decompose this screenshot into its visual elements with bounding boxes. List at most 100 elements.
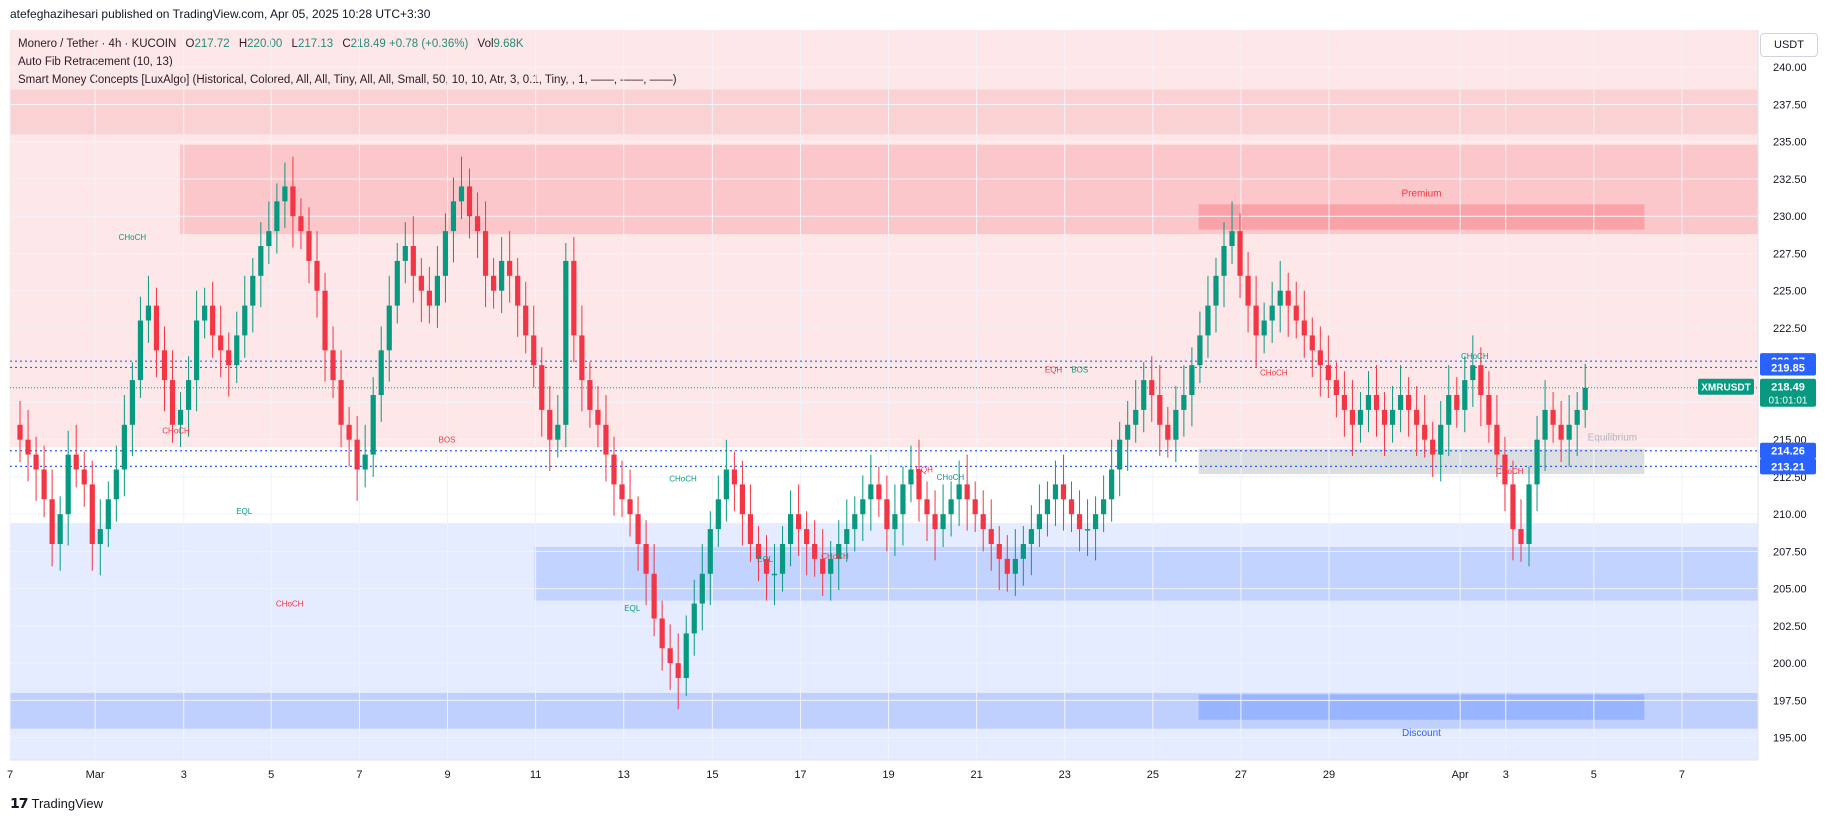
candle-body [956, 484, 962, 500]
structure-label: EQL [624, 604, 641, 613]
tradingview-logo-icon: 𝟭𝟳 [10, 795, 29, 811]
tradingview-brand[interactable]: 𝟭𝟳 TradingView [10, 795, 103, 812]
candle-body [1293, 305, 1299, 321]
structure-label: EQL [236, 507, 253, 516]
candle-body [354, 439, 360, 470]
candle-body [17, 424, 23, 440]
candle-body [611, 454, 617, 485]
candle-body [747, 514, 754, 544]
candle-body [1084, 529, 1091, 531]
candle-body [290, 186, 296, 217]
symbol-name[interactable]: Monero / Tether · 4h · KUCOIN [18, 38, 177, 50]
candle-body [298, 216, 304, 232]
candle-body [1277, 290, 1283, 306]
last-price-tag [1760, 378, 1816, 407]
candle-body [1109, 469, 1115, 500]
candle-body [1446, 395, 1452, 425]
low-label: L [291, 38, 298, 50]
price-tag-label: 213.21 [1771, 461, 1805, 473]
structure-label: CHoCH [276, 600, 304, 609]
candle-body [1582, 387, 1588, 410]
candle-body [1004, 558, 1010, 574]
structure-label: EQH [1045, 366, 1063, 375]
candle-body [972, 499, 978, 515]
candle-body [41, 469, 47, 500]
candle-body [763, 558, 770, 574]
candle-body [250, 275, 256, 306]
candle-body [1333, 380, 1339, 395]
candle-body [1317, 350, 1323, 366]
candle-body [531, 335, 537, 366]
candle-body [1550, 409, 1556, 425]
zone-premium [1198, 204, 1645, 230]
demand-block [534, 546, 1758, 601]
candle-body [683, 633, 689, 679]
candle-body [81, 469, 87, 485]
fib-layer [10, 360, 1758, 467]
open-label: O [185, 38, 195, 50]
candle-body [892, 514, 898, 530]
y-tick-label: 207.50 [1773, 546, 1807, 558]
candle-body [659, 618, 665, 649]
candle-body [1534, 439, 1540, 485]
candle-body [555, 424, 561, 440]
candle-body [474, 216, 481, 232]
candle-body [1558, 424, 1564, 440]
candle-body [980, 514, 986, 530]
candle-body [378, 350, 384, 395]
candle-body [1422, 424, 1428, 440]
candle-body [1349, 409, 1356, 425]
candle-body [1125, 424, 1131, 440]
candle-body [924, 499, 930, 515]
candle-body [25, 439, 31, 455]
structure-label: CHoCH [937, 473, 965, 482]
candle-body [635, 514, 641, 544]
indicator-smc[interactable]: Smart Money Concepts [LuxAlgo] (Historic… [18, 74, 677, 86]
y-tick-label: 225.00 [1773, 286, 1807, 298]
candle-body [499, 260, 505, 291]
currency-selector[interactable]: USDT [1760, 33, 1818, 57]
price-tag-label: 219.85 [1771, 362, 1805, 374]
candle-body [370, 395, 376, 455]
candle-body [394, 260, 400, 306]
candle-body [242, 305, 248, 336]
candle-body [1381, 409, 1388, 425]
candle-body [1365, 395, 1372, 410]
candle-body [1092, 514, 1099, 530]
candle-body [490, 275, 497, 291]
candle-body [603, 424, 609, 455]
candle-body [1454, 395, 1460, 410]
candle-body [402, 246, 408, 261]
candle-body [129, 380, 135, 425]
candle-body [844, 529, 850, 544]
supply-block [180, 144, 1758, 235]
candle-body [1205, 305, 1211, 336]
brand-name: TradingView [31, 796, 104, 811]
axes-layer: 195.00 197.50 200.00 202.50 205.00 207.50 210.… [7, 30, 1816, 781]
candle-body [908, 469, 914, 485]
symbol-tag [1698, 378, 1754, 395]
candle-body [571, 260, 577, 336]
y-tick-label: 230.00 [1773, 211, 1807, 223]
candle-body [731, 469, 737, 485]
candle-body [619, 484, 625, 500]
candle-body [73, 454, 79, 470]
candle-body [1068, 499, 1075, 515]
candle-body [1149, 380, 1155, 395]
candle-body [362, 454, 368, 470]
candle-body [161, 350, 168, 381]
structure-label: CHoCH [119, 233, 147, 242]
candle-body [1486, 395, 1492, 425]
candle-body [1430, 439, 1436, 455]
high-label: H [238, 38, 248, 50]
candle-body [988, 529, 994, 544]
candle-body [539, 365, 545, 410]
candle-body [900, 484, 906, 515]
candle-body [948, 499, 954, 515]
candle-body [876, 484, 882, 500]
candle-body [1101, 499, 1107, 515]
y-tick-label: 240.00 [1773, 62, 1807, 74]
candle-body [218, 335, 224, 351]
structure-label: EQH [916, 465, 934, 474]
